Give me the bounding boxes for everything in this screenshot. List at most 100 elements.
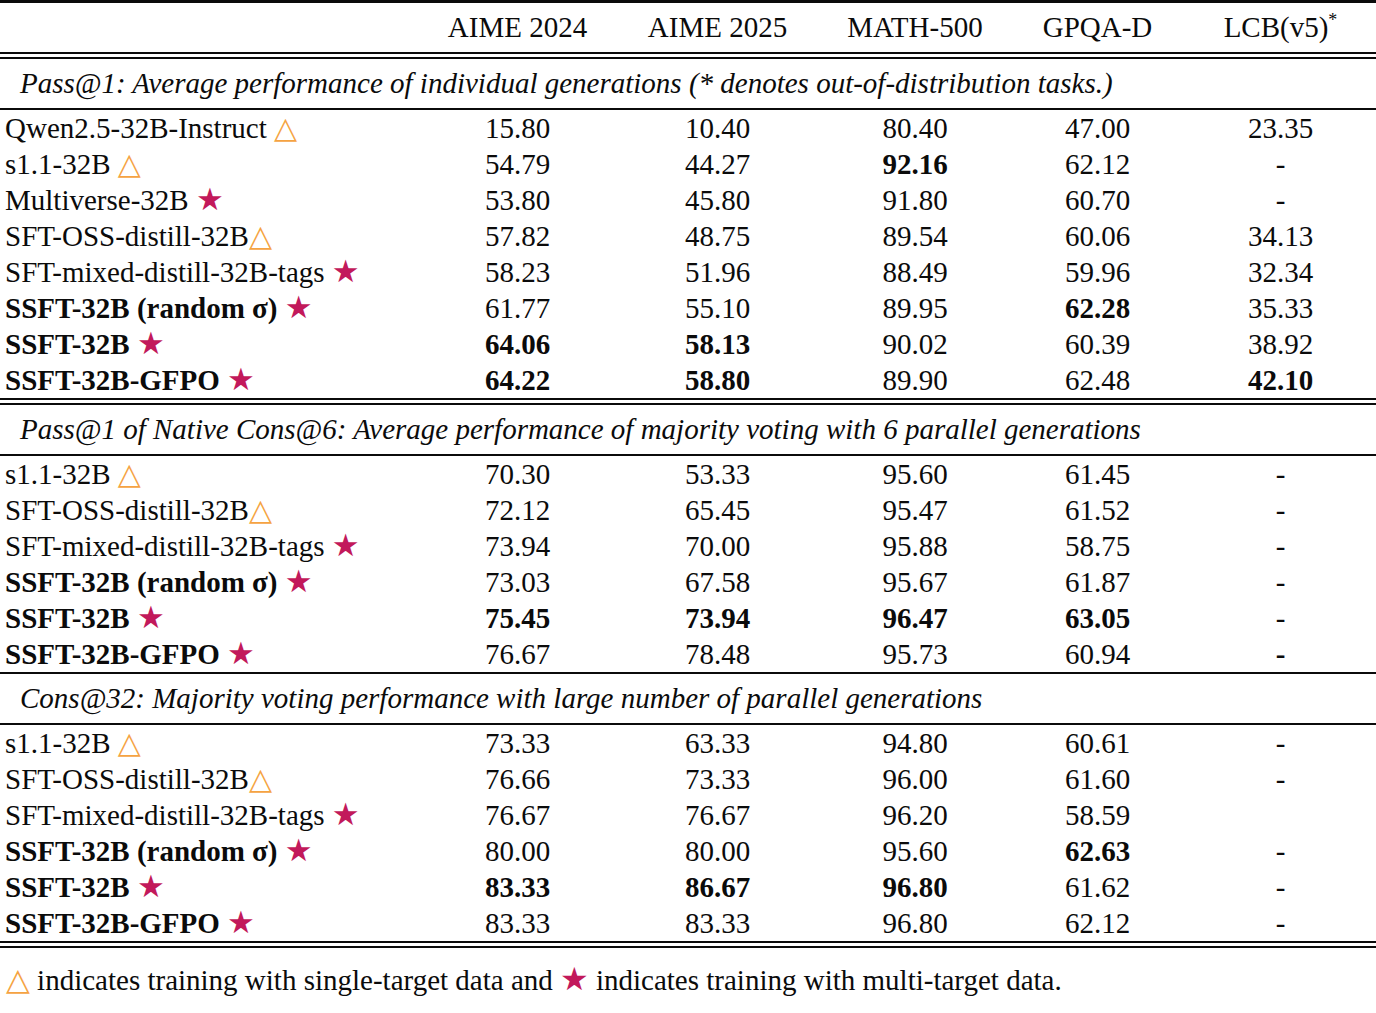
score-cell: 34.13 [1185, 218, 1376, 254]
score-cell: 95.73 [820, 636, 1010, 673]
model-name: SFT-OSS-distill-32B [5, 494, 249, 526]
score-cell: 73.03 [420, 564, 615, 600]
score-cell: 63.05 [1010, 600, 1185, 636]
score-cell: 75.45 [420, 600, 615, 636]
score-cell: 96.80 [820, 869, 1010, 905]
score-cell: 60.70 [1010, 182, 1185, 218]
model-name-cell: SSFT-32B-GFPO ★ [0, 362, 420, 402]
score-cell: 78.48 [615, 636, 820, 673]
score-cell: 89.95 [820, 290, 1010, 326]
model-name-cell: SSFT-32B-GFPO ★ [0, 905, 420, 945]
model-name: s1.1-32B [5, 148, 111, 180]
score-cell: 58.13 [615, 326, 820, 362]
table-row: SFT-OSS-distill-32B△76.6673.3396.0061.60… [0, 761, 1376, 797]
star-icon: ★ [332, 797, 360, 832]
score-cell: 73.33 [420, 724, 615, 761]
score-cell: 70.00 [615, 528, 820, 564]
score-cell: 73.94 [615, 600, 820, 636]
model-name: s1.1-32B [5, 727, 111, 759]
score-cell: 54.79 [420, 146, 615, 182]
score-cell: 61.62 [1010, 869, 1185, 905]
score-cell: 64.06 [420, 326, 615, 362]
score-cell: 83.33 [420, 869, 615, 905]
triangle-icon: △ [118, 146, 141, 181]
score-cell: 88.49 [820, 254, 1010, 290]
section-header-row: Pass@1: Average performance of individua… [0, 56, 1376, 110]
table-body: Pass@1: Average performance of individua… [0, 56, 1376, 945]
star-icon: ★ [227, 636, 255, 671]
model-name: SSFT-32B-GFPO [5, 907, 220, 939]
score-cell: 45.80 [615, 182, 820, 218]
star-icon: ★ [196, 182, 224, 217]
score-cell: 38.92 [1185, 326, 1376, 362]
score-cell: 64.22 [420, 362, 615, 402]
table-row: SFT-OSS-distill-32B△72.1265.4595.4761.52… [0, 492, 1376, 528]
ood-asterisk: * [1328, 10, 1337, 30]
star-icon: ★ [332, 528, 360, 563]
score-cell: 73.94 [420, 528, 615, 564]
score-cell: 60.06 [1010, 218, 1185, 254]
table-row: SFT-mixed-distill-32B-tags ★73.9470.0095… [0, 528, 1376, 564]
star-icon: ★ [560, 960, 589, 998]
score-cell: 53.33 [615, 455, 820, 492]
score-cell: - [1185, 492, 1376, 528]
model-name-cell: SFT-OSS-distill-32B△ [0, 218, 420, 254]
score-cell: 65.45 [615, 492, 820, 528]
score-cell: 80.00 [615, 833, 820, 869]
score-cell: 23.35 [1185, 109, 1376, 146]
score-cell: 76.67 [420, 636, 615, 673]
section-header: Cons@32: Majority voting performance wit… [0, 673, 1376, 724]
table-row: s1.1-32B △54.7944.2792.1662.12- [0, 146, 1376, 182]
score-cell: - [1185, 833, 1376, 869]
score-cell: 94.80 [820, 724, 1010, 761]
model-name-cell: SFT-mixed-distill-32B-tags ★ [0, 528, 420, 564]
score-cell: 58.75 [1010, 528, 1185, 564]
score-cell: 62.63 [1010, 833, 1185, 869]
score-cell: 61.52 [1010, 492, 1185, 528]
table-row: SSFT-32B (random σ) ★80.0080.0095.6062.6… [0, 833, 1376, 869]
score-cell: 61.45 [1010, 455, 1185, 492]
model-name: SFT-OSS-distill-32B [5, 220, 249, 252]
table-row: SSFT-32B (random σ) ★73.0367.5895.6761.8… [0, 564, 1376, 600]
star-icon: ★ [227, 905, 255, 940]
star-icon: ★ [285, 564, 313, 599]
results-table: AIME 2024AIME 2025MATH-500GPQA-DLCB(v5)*… [0, 0, 1376, 948]
score-cell: 95.60 [820, 833, 1010, 869]
model-name-cell: SSFT-32B-GFPO ★ [0, 636, 420, 673]
score-cell: 58.80 [615, 362, 820, 402]
score-cell: 32.34 [1185, 254, 1376, 290]
score-cell: 63.33 [615, 724, 820, 761]
score-cell: 83.33 [420, 905, 615, 945]
model-name: SFT-mixed-distill-32B-tags [5, 799, 325, 831]
column-header-row: AIME 2024AIME 2025MATH-500GPQA-DLCB(v5)* [0, 2, 1376, 56]
score-cell: - [1185, 564, 1376, 600]
model-name-cell: SSFT-32B ★ [0, 869, 420, 905]
score-cell: 60.61 [1010, 724, 1185, 761]
column-header-gpqa-d: GPQA-D [1010, 2, 1185, 56]
corner-cell [0, 2, 420, 56]
score-cell: 80.00 [420, 833, 615, 869]
score-cell: - [1185, 146, 1376, 182]
score-cell: 86.67 [615, 869, 820, 905]
section-header: Pass@1 of Native Cons@6: Average perform… [0, 402, 1376, 456]
star-icon: ★ [137, 869, 165, 904]
model-name: SSFT-32B [5, 602, 130, 634]
model-name: SSFT-32B-GFPO [5, 638, 220, 670]
table-row: s1.1-32B △73.3363.3394.8060.61- [0, 724, 1376, 761]
model-name-cell: s1.1-32B △ [0, 146, 420, 182]
table-row: SSFT-32B-GFPO ★83.3383.3396.8062.12- [0, 905, 1376, 945]
score-cell: 67.58 [615, 564, 820, 600]
score-cell: 55.10 [615, 290, 820, 326]
score-cell: 70.30 [420, 455, 615, 492]
column-header-aime-2024: AIME 2024 [420, 2, 615, 56]
score-cell: 95.88 [820, 528, 1010, 564]
score-cell: 58.23 [420, 254, 615, 290]
model-name-cell: SSFT-32B ★ [0, 600, 420, 636]
table-row: SFT-mixed-distill-32B-tags ★76.6776.6796… [0, 797, 1376, 833]
score-cell: 51.96 [615, 254, 820, 290]
score-cell: 47.00 [1010, 109, 1185, 146]
model-name: SSFT-32B (random σ) [5, 566, 278, 598]
table-row: SSFT-32B ★75.4573.9496.4763.05- [0, 600, 1376, 636]
star-icon: ★ [137, 600, 165, 635]
score-cell: 96.20 [820, 797, 1010, 833]
